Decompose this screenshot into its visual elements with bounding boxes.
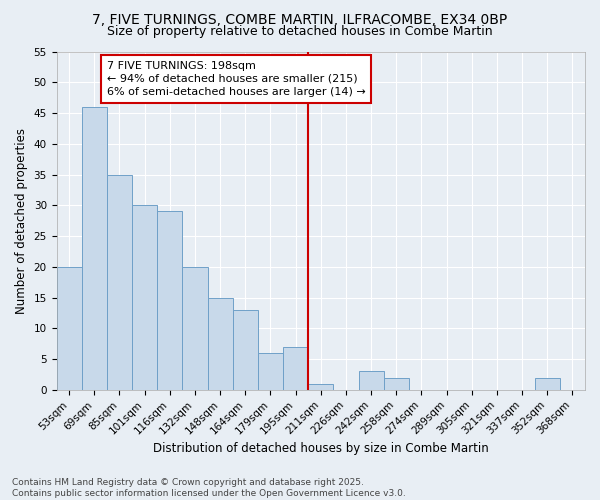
Bar: [82, 107, 107, 390]
Bar: [157, 212, 182, 390]
Text: Size of property relative to detached houses in Combe Martin: Size of property relative to detached ho…: [107, 25, 493, 38]
X-axis label: Distribution of detached houses by size in Combe Martin: Distribution of detached houses by size …: [153, 442, 488, 455]
Bar: [308, 384, 334, 390]
Text: 7, FIVE TURNINGS, COMBE MARTIN, ILFRACOMBE, EX34 0BP: 7, FIVE TURNINGS, COMBE MARTIN, ILFRACOM…: [92, 12, 508, 26]
Bar: [383, 378, 409, 390]
Bar: [258, 353, 283, 390]
Bar: [182, 267, 208, 390]
Text: 7 FIVE TURNINGS: 198sqm
← 94% of detached houses are smaller (215)
6% of semi-de: 7 FIVE TURNINGS: 198sqm ← 94% of detache…: [107, 60, 365, 97]
Y-axis label: Number of detached properties: Number of detached properties: [15, 128, 28, 314]
Text: Contains HM Land Registry data © Crown copyright and database right 2025.
Contai: Contains HM Land Registry data © Crown c…: [12, 478, 406, 498]
Bar: [359, 372, 383, 390]
Bar: [283, 347, 308, 390]
Bar: [208, 298, 233, 390]
Bar: [132, 206, 157, 390]
Bar: [107, 174, 132, 390]
Bar: [56, 267, 82, 390]
Bar: [233, 310, 258, 390]
Bar: [535, 378, 560, 390]
